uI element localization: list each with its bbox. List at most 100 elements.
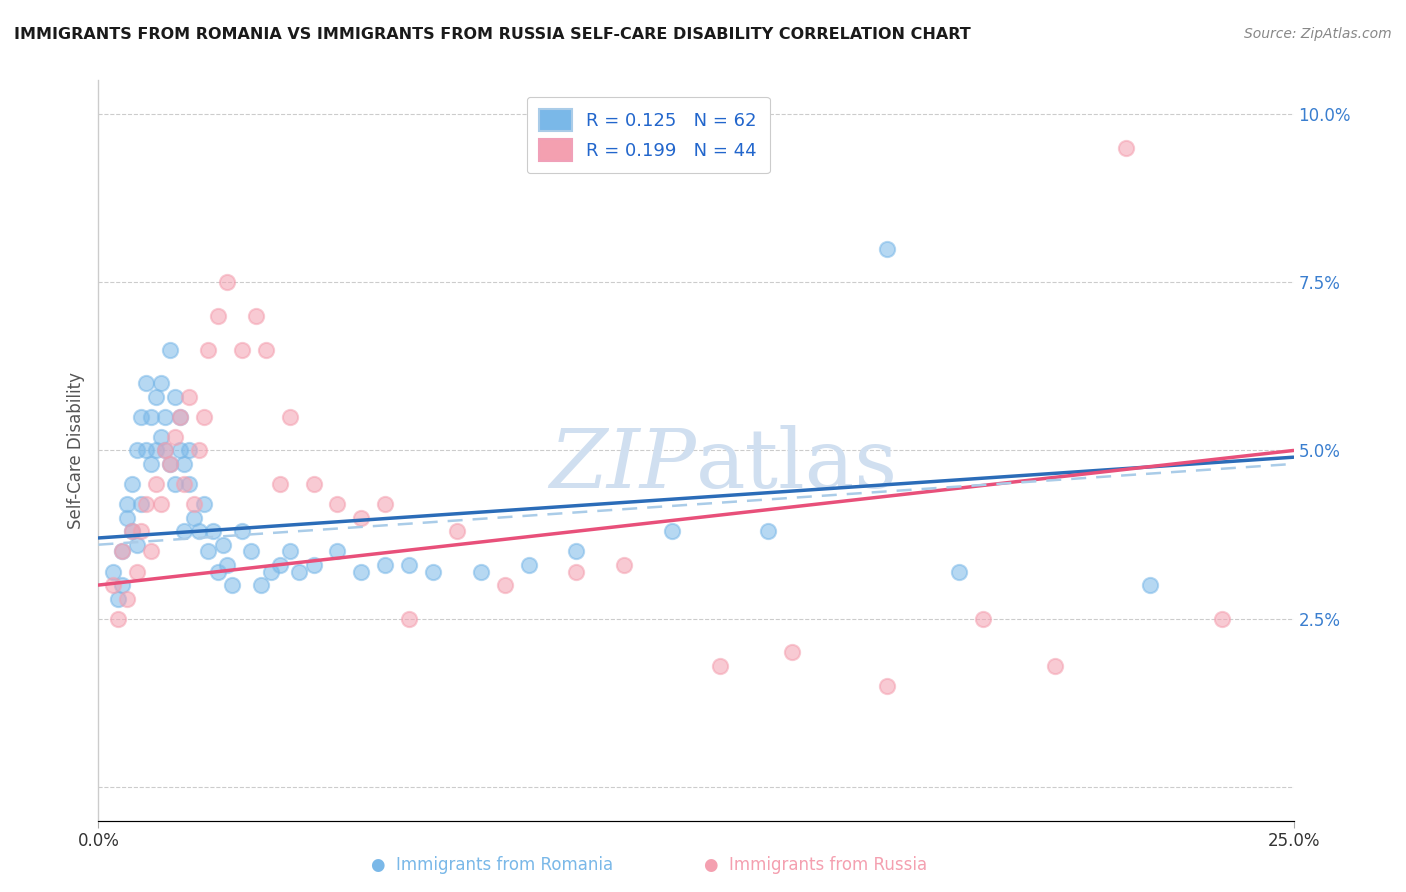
Point (155, 409, 177, 424)
Point (179, 443, 201, 458)
Point (231, 343, 253, 357)
Point (302, 558, 325, 572)
Point (111, 578, 134, 592)
Point (179, 390, 201, 404)
Point (1211, 612, 1233, 626)
Point (135, 376, 157, 391)
Point (211, 538, 233, 552)
Point (121, 524, 143, 539)
Point (231, 524, 253, 539)
Point (183, 510, 205, 524)
Y-axis label: Self-Care Disability: Self-Care Disability (66, 372, 84, 529)
Point (135, 443, 157, 458)
Point (139, 457, 162, 471)
Point (350, 510, 373, 524)
Point (149, 376, 172, 391)
Point (163, 477, 186, 491)
Point (169, 443, 191, 458)
Point (187, 443, 209, 458)
Point (217, 558, 239, 572)
Text: IMMIGRANTS FROM ROMANIA VS IMMIGRANTS FROM RUSSIA SELF-CARE DISABILITY CORRELATI: IMMIGRANTS FROM ROMANIA VS IMMIGRANTS FR… (14, 27, 970, 42)
Point (1115, 140, 1137, 154)
Point (240, 544, 263, 558)
Text: ●  Immigrants from Russia: ● Immigrants from Russia (704, 855, 927, 873)
Point (101, 578, 124, 592)
Point (131, 409, 153, 424)
Point (221, 578, 243, 592)
Point (398, 558, 420, 572)
Point (193, 497, 215, 511)
Point (613, 558, 636, 572)
Point (245, 309, 267, 323)
Point (121, 524, 143, 539)
Point (197, 544, 219, 558)
Point (269, 477, 291, 491)
Text: ●  Immigrants from Romania: ● Immigrants from Romania (371, 855, 613, 873)
Point (101, 565, 124, 579)
Point (197, 343, 219, 357)
Point (149, 497, 172, 511)
Point (155, 443, 177, 458)
Text: Source: ZipAtlas.com: Source: ZipAtlas.com (1244, 27, 1392, 41)
Point (145, 477, 167, 491)
Point (107, 591, 129, 606)
Point (709, 658, 731, 673)
Point (250, 578, 273, 592)
Point (125, 443, 148, 458)
Point (135, 497, 157, 511)
Point (217, 275, 239, 289)
Point (470, 565, 492, 579)
Point (115, 591, 138, 606)
Point (131, 524, 153, 539)
Point (948, 565, 970, 579)
Point (259, 565, 281, 579)
Point (780, 645, 803, 659)
Point (278, 409, 301, 424)
Point (115, 510, 138, 524)
Point (254, 343, 277, 357)
Point (159, 343, 181, 357)
Point (115, 497, 138, 511)
Point (193, 409, 215, 424)
Point (278, 544, 301, 558)
Point (159, 457, 181, 471)
Point (350, 565, 373, 579)
Point (125, 565, 148, 579)
Point (163, 430, 186, 444)
Point (207, 309, 229, 323)
Legend: R = 0.125   N = 62, R = 0.199   N = 44: R = 0.125 N = 62, R = 0.199 N = 44 (527, 96, 769, 173)
Point (173, 524, 195, 539)
Point (207, 565, 229, 579)
Point (107, 612, 129, 626)
Point (494, 578, 516, 592)
Point (269, 558, 291, 572)
Point (173, 477, 195, 491)
Text: ZIP: ZIP (550, 425, 696, 505)
Point (202, 524, 225, 539)
Point (121, 477, 143, 491)
Point (876, 679, 898, 693)
Point (288, 565, 311, 579)
Point (422, 565, 444, 579)
Point (972, 612, 994, 626)
Point (139, 544, 162, 558)
Point (446, 524, 468, 539)
Point (326, 544, 349, 558)
Point (125, 538, 148, 552)
Point (149, 430, 172, 444)
Point (139, 409, 162, 424)
Point (374, 497, 396, 511)
Point (169, 409, 191, 424)
Point (876, 242, 898, 256)
Point (517, 558, 540, 572)
Point (565, 544, 588, 558)
Point (111, 544, 134, 558)
Point (173, 457, 195, 471)
Point (326, 497, 349, 511)
Point (187, 524, 209, 539)
Point (565, 565, 588, 579)
Point (756, 524, 779, 539)
Point (374, 558, 396, 572)
Point (163, 390, 186, 404)
Point (169, 409, 191, 424)
